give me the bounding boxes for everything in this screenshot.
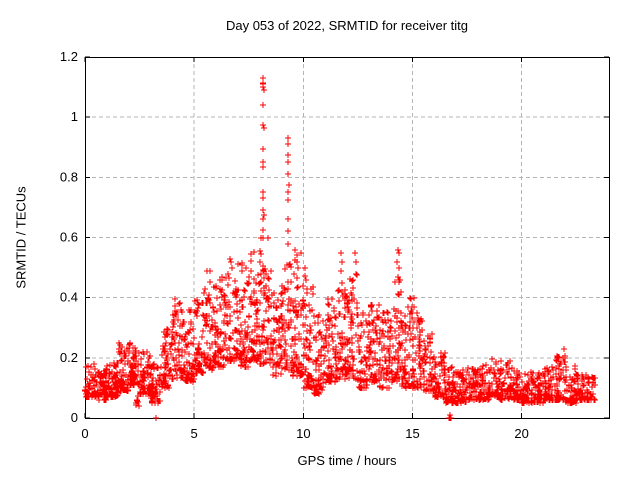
svg-text:10: 10 — [296, 426, 310, 441]
grid-lines — [85, 57, 609, 418]
svg-text:1.2: 1.2 — [60, 49, 78, 64]
y-axis-title: SRMTID / TECUs — [13, 186, 29, 289]
svg-text:5: 5 — [191, 426, 198, 441]
chart-title: Day 053 of 2022, SRMTID for receiver tit… — [225, 18, 469, 33]
svg-text:15: 15 — [405, 426, 419, 441]
svg-text:0: 0 — [81, 426, 88, 441]
data-points — [82, 75, 598, 421]
svg-text:0.8: 0.8 — [60, 169, 78, 184]
svg-text:0.2: 0.2 — [60, 350, 78, 365]
svg-text:0: 0 — [71, 410, 78, 425]
x-axis-title: GPS time / hours — [297, 453, 397, 468]
svg-text:0.4: 0.4 — [60, 290, 78, 305]
svg-text:0.6: 0.6 — [60, 230, 78, 245]
tick-labels: 0 5 10 15 20 0 0.2 0.4 0.6 0.8 1 1.2 — [60, 49, 529, 441]
plot-border — [85, 57, 610, 419]
svg-text:1: 1 — [71, 109, 78, 124]
svg-text:20: 20 — [514, 426, 528, 441]
